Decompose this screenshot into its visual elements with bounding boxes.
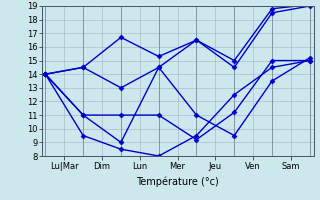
X-axis label: Température (°c): Température (°c) bbox=[136, 176, 219, 187]
